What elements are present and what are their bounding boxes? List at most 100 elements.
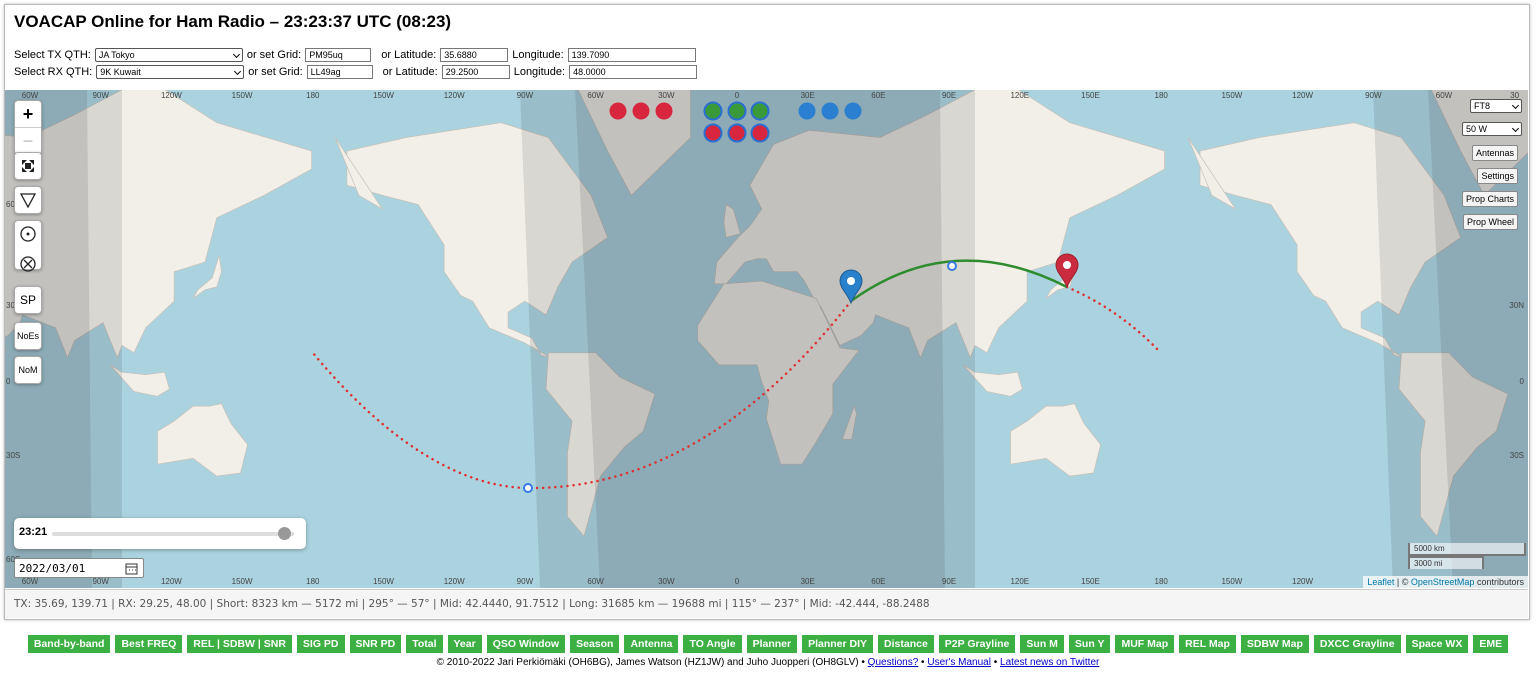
landmass [723, 204, 741, 238]
tool-button[interactable]: SNR PD [349, 635, 402, 653]
tool-button[interactable]: Season [570, 635, 620, 653]
grid-input[interactable]: LL49ag [306, 65, 373, 79]
map-button[interactable]: Prop Charts [1461, 191, 1518, 207]
zoom-in[interactable]: + [15, 101, 41, 128]
tool-button[interactable]: MUF Map [1115, 635, 1175, 653]
tool-button[interactable]: DXCC Grayline [1313, 635, 1401, 653]
tool-button[interactable]: SDBW Map [1240, 635, 1309, 653]
footer-link[interactable]: Questions? [867, 657, 919, 668]
slider-thumb[interactable] [278, 527, 291, 540]
lon-label-top: 180 [306, 91, 320, 100]
lon-label-bottom: 150W [1221, 577, 1243, 586]
date-input[interactable]: 2022/03/01 [14, 558, 144, 578]
grid-label: or set Grid: [248, 66, 303, 78]
qth-label: Select TX QTH: [14, 49, 91, 61]
leaflet-link[interactable]: Leaflet [1367, 577, 1395, 587]
clear-icon[interactable] [18, 254, 38, 274]
lon-label-top: 30W [658, 91, 675, 100]
midpoint[interactable] [523, 483, 533, 493]
landmass [1199, 122, 1462, 359]
nom-button[interactable]: NoM [14, 356, 42, 384]
scale-mi: 3000 mi [1408, 556, 1484, 569]
terminator-button[interactable] [14, 186, 42, 214]
tool-button[interactable]: Sun Y [1068, 635, 1111, 653]
lon-label-top: 60W [587, 91, 604, 100]
lat-label: or Latitude: [382, 66, 438, 78]
lat-input[interactable]: 29.2500 [441, 65, 510, 79]
tool-button[interactable]: SIG PD [296, 635, 345, 653]
tool-button[interactable]: Band-by-band [27, 635, 111, 653]
map-button[interactable]: Antennas [1471, 145, 1518, 161]
time-slider[interactable]: 23:21 [14, 518, 306, 549]
lat-label-left: 30S [6, 451, 21, 460]
tool-button[interactable]: P2P Grayline [938, 635, 1016, 653]
tool-button[interactable]: EME [1473, 635, 1509, 653]
tool-button[interactable]: Year [447, 635, 482, 653]
lat-label-left: 60S [6, 555, 20, 564]
tool-button[interactable]: REL Map [1179, 635, 1236, 653]
landmass [334, 137, 383, 210]
grid-input[interactable]: PM95uq [305, 48, 372, 62]
short-path [850, 259, 1068, 303]
noes-button[interactable]: NoEs [14, 322, 42, 350]
power-select[interactable]: 50 W [1462, 122, 1522, 136]
tool-button[interactable]: Antenna [624, 635, 679, 653]
page-title: VOACAP Online for Ham Radio – 23:23:37 U… [14, 12, 452, 31]
lon-label-bottom: 0 [734, 577, 740, 586]
tool-buttons: Band-by-band Best FREQ REL | SDBW | SNR SIG… [0, 635, 1536, 653]
zoom-out[interactable]: − [22, 131, 34, 151]
long-path [1065, 285, 1162, 354]
tool-button[interactable]: Total [406, 635, 443, 653]
station-select[interactable]: 9K Kuwait [96, 65, 245, 79]
landmass [346, 122, 609, 359]
lon-label-bottom: 30E [800, 577, 815, 586]
lon-label-top: 90W [92, 91, 109, 100]
fullscreen-button[interactable] [14, 152, 42, 180]
zoom-control: + − [14, 100, 42, 155]
landmass [1398, 352, 1509, 538]
calendar-icon[interactable] [125, 562, 138, 575]
map[interactable]: 60W 90W 120W 150W 180 150W 120W 90W 60W 30W 0 30E 60… [5, 90, 1528, 588]
map-button[interactable]: Settings [1477, 168, 1518, 184]
tool-button[interactable]: Space WX [1405, 635, 1469, 653]
lon-label-bottom: 60W [587, 577, 604, 586]
landmass [1187, 137, 1236, 210]
lon-label: Longitude: [513, 66, 566, 78]
tool-button[interactable]: Best FREQ [115, 635, 183, 653]
sp-button[interactable]: SP [14, 286, 42, 314]
long-path [311, 299, 853, 490]
lon-label-top: 90W [516, 91, 534, 100]
landmass [5, 90, 312, 359]
lon-label-top: 120W [1292, 91, 1314, 100]
tool-button[interactable]: Planner DIY [802, 635, 874, 653]
landmass [157, 403, 248, 477]
lon-input[interactable]: 139.7090 [567, 48, 696, 62]
midpoint[interactable] [947, 261, 957, 271]
map-canvas [5, 90, 1528, 588]
center-icon[interactable] [18, 224, 38, 244]
lat-input[interactable]: 35.6880 [440, 48, 509, 62]
map-button[interactable]: Prop Wheel [1462, 214, 1518, 230]
station-select[interactable]: JA Tokyo [94, 48, 243, 62]
lon-label-bottom: 90E [941, 577, 957, 586]
osm-link[interactable]: OpenStreetMap [1410, 577, 1475, 587]
footer-link[interactable]: Latest news on Twitter [1000, 657, 1100, 668]
landmass [192, 255, 222, 299]
lon-label-bottom: 30W [658, 577, 675, 586]
mode-select[interactable]: FT8 [1470, 99, 1522, 113]
tool-button[interactable]: QSO Window [486, 635, 566, 653]
lon-input[interactable]: 48.0000 [569, 65, 698, 79]
rx-marker[interactable] [839, 269, 863, 305]
footer-link[interactable]: User's Manual [927, 657, 991, 668]
tool-button[interactable]: TO Angle [683, 635, 742, 653]
tool-button[interactable]: Distance [878, 635, 934, 653]
tool-button[interactable]: Planner [746, 635, 798, 653]
landmass [962, 364, 1023, 397]
attribution-sep: | © [1396, 577, 1409, 587]
lat-label: or Latitude: [381, 49, 437, 61]
tool-button[interactable]: REL | SDBW | SNR [187, 635, 292, 653]
lon-label-bottom: 60E [871, 577, 886, 586]
tool-button[interactable]: Sun M [1020, 635, 1064, 653]
tx-marker[interactable] [1055, 253, 1079, 289]
